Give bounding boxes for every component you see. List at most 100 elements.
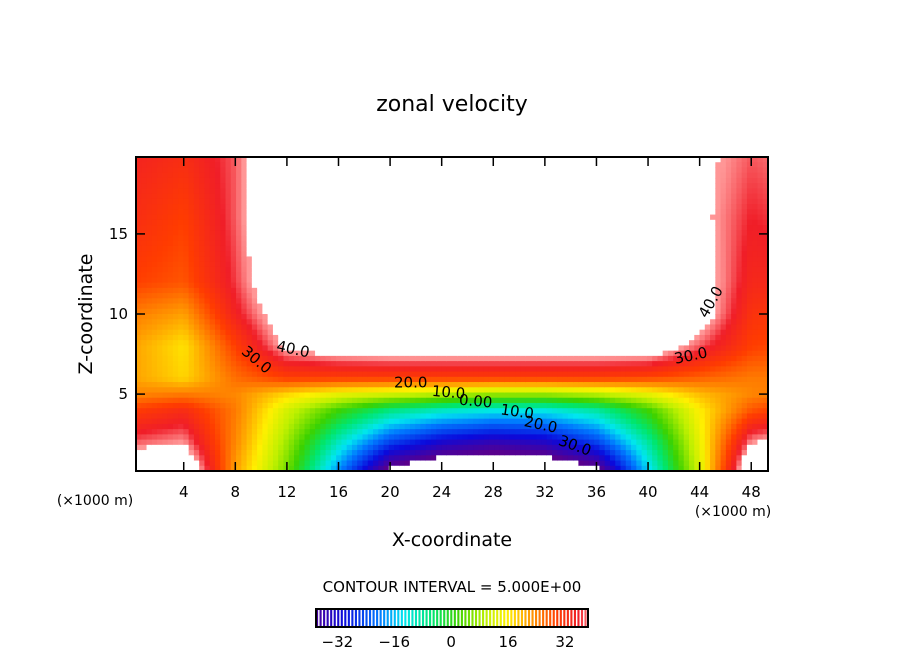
heatmap-cell — [220, 235, 227, 242]
heatmap-cell — [409, 397, 416, 404]
heatmap-cell — [167, 157, 174, 163]
heatmap-cell — [525, 376, 532, 383]
heatmap-cell — [520, 455, 527, 462]
heatmap-cell — [215, 172, 221, 179]
heatmap-cell — [325, 319, 332, 326]
heatmap-cell — [272, 235, 279, 242]
heatmap-cell — [467, 193, 474, 200]
heatmap-cell — [415, 293, 421, 299]
heatmap-cell — [267, 256, 274, 263]
heatmap-cell — [357, 277, 364, 284]
heatmap-cell — [246, 334, 253, 341]
heatmap-cell — [183, 319, 190, 326]
heatmap-cell — [552, 444, 558, 451]
heatmap-cell — [409, 193, 416, 200]
heatmap-cell — [373, 251, 379, 258]
heatmap-cell — [430, 293, 437, 299]
heatmap-cell — [388, 293, 395, 299]
heatmap-cell — [378, 277, 385, 284]
heatmap-cell — [199, 277, 206, 284]
heatmap-cell — [425, 450, 432, 456]
heatmap-cell — [441, 392, 448, 399]
heatmap-cell — [373, 460, 379, 467]
heatmap-cell — [531, 460, 537, 467]
heatmap-cell — [420, 408, 427, 415]
heatmap-cell — [573, 157, 579, 163]
heatmap-cell — [425, 162, 432, 169]
heatmap-cell — [388, 334, 395, 341]
heatmap-cell — [446, 293, 453, 299]
heatmap-cell — [267, 408, 274, 415]
heatmap-cell — [151, 402, 158, 409]
heatmap-cell — [541, 371, 548, 378]
heatmap-cell — [473, 277, 479, 284]
heatmap-cell — [441, 167, 448, 174]
heatmap-cell — [457, 240, 464, 247]
heatmap-cell — [315, 172, 321, 179]
heatmap-cell — [341, 397, 348, 404]
heatmap-cell — [304, 444, 311, 451]
heatmap-cell — [520, 418, 527, 425]
heatmap-cell — [299, 157, 306, 163]
heatmap-cell — [557, 402, 564, 409]
heatmap-cell — [257, 225, 263, 231]
heatmap-cell — [520, 345, 527, 352]
heatmap-cell — [488, 245, 495, 252]
heatmap-cell — [278, 261, 285, 268]
heatmap-cell — [204, 345, 211, 352]
heatmap-cell — [320, 219, 327, 226]
heatmap-cell — [399, 261, 406, 268]
heatmap-cell — [351, 277, 358, 284]
heatmap-cell — [294, 319, 300, 326]
heatmap-cell — [157, 366, 163, 373]
heatmap-cell — [272, 183, 279, 189]
heatmap-cell — [199, 434, 206, 441]
heatmap-cell — [267, 455, 274, 462]
heatmap-cell — [151, 324, 158, 331]
heatmap-cell — [388, 225, 395, 231]
heatmap-cell — [188, 293, 195, 299]
heatmap-cell — [151, 183, 158, 189]
heatmap-cell — [357, 157, 364, 163]
heatmap-cell — [294, 266, 300, 273]
heatmap-cell — [225, 350, 232, 357]
heatmap-cell — [151, 319, 158, 326]
heatmap-cell — [246, 413, 253, 420]
heatmap-cell — [220, 303, 227, 310]
heatmap-cell — [162, 324, 169, 331]
heatmap-cell — [504, 465, 511, 472]
heatmap-cell — [541, 314, 548, 320]
heatmap-cell — [536, 465, 543, 472]
heatmap-cell — [552, 167, 558, 174]
heatmap-cell — [141, 204, 148, 210]
heatmap-cell — [441, 418, 448, 425]
heatmap-cell — [441, 245, 448, 252]
heatmap-cell — [483, 382, 490, 388]
heatmap-cell — [294, 219, 300, 226]
heatmap-cell — [215, 434, 221, 441]
heatmap-cell — [362, 361, 369, 367]
heatmap-cell — [467, 287, 474, 294]
heatmap-cell — [136, 188, 142, 195]
heatmap-cell — [536, 450, 543, 456]
heatmap-cell — [325, 376, 332, 383]
heatmap-cell — [204, 314, 211, 320]
heatmap-cell — [525, 319, 532, 326]
heatmap-cell — [294, 355, 300, 362]
heatmap-cell — [283, 439, 290, 446]
heatmap-cell — [509, 460, 516, 467]
heatmap-cell — [346, 450, 353, 456]
heatmap-cell — [288, 157, 295, 163]
heatmap-cell — [236, 429, 242, 435]
heatmap-cell — [488, 183, 495, 189]
heatmap-cell — [483, 235, 490, 242]
heatmap-cell — [167, 371, 174, 378]
heatmap-cell — [325, 214, 332, 221]
heatmap-cell — [362, 177, 369, 184]
heatmap-cell — [315, 319, 321, 326]
heatmap-cell — [204, 361, 211, 367]
heatmap-cell — [467, 293, 474, 299]
heatmap-cell — [204, 460, 211, 467]
heatmap-cell — [299, 293, 306, 299]
